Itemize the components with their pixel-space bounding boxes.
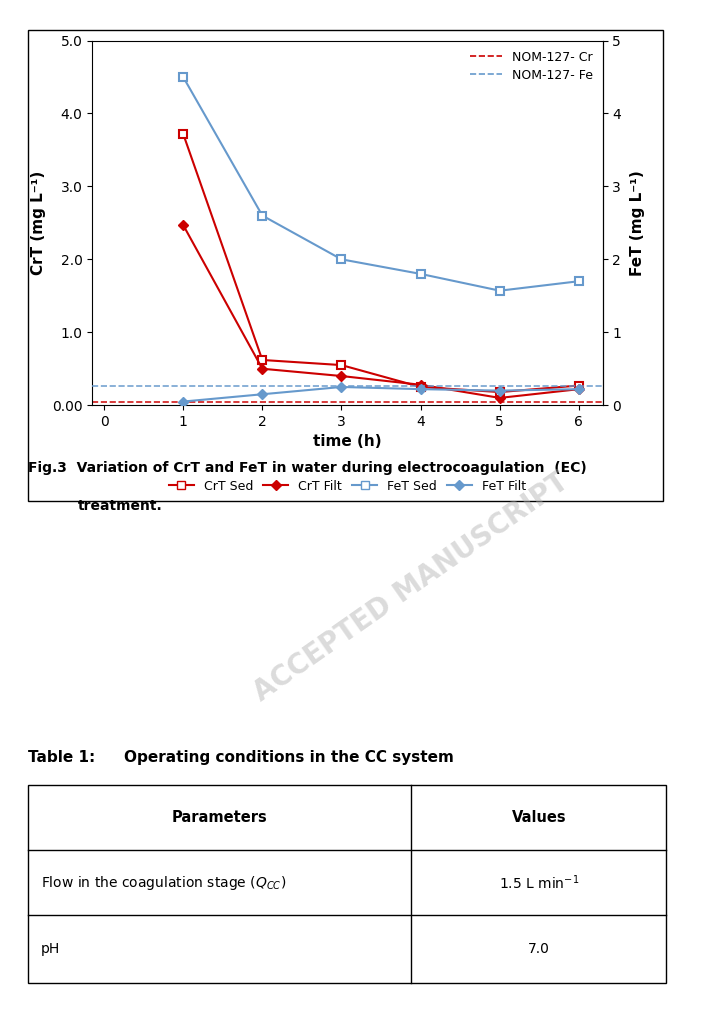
Text: Values: Values: [511, 810, 566, 826]
Y-axis label: FeT (mg L⁻¹): FeT (mg L⁻¹): [630, 170, 644, 276]
Text: Operating conditions in the CC system: Operating conditions in the CC system: [124, 750, 454, 765]
Legend: CrT Sed, CrT Filt, FeT Sed, FeT Filt: CrT Sed, CrT Filt, FeT Sed, FeT Filt: [167, 477, 528, 495]
Y-axis label: CrT (mg L⁻¹): CrT (mg L⁻¹): [31, 171, 46, 275]
Text: 7.0: 7.0: [528, 942, 549, 956]
Text: Parameters: Parameters: [172, 810, 268, 826]
Text: Table 1:: Table 1:: [28, 750, 96, 765]
Text: 1.5 L min$^{-1}$: 1.5 L min$^{-1}$: [498, 873, 579, 892]
Text: Flow in the coagulation stage ($Q_{CC}$): Flow in the coagulation stage ($Q_{CC}$): [41, 874, 286, 891]
X-axis label: time (h): time (h): [313, 435, 381, 450]
Text: pH: pH: [41, 942, 60, 956]
Text: Fig.3  Variation of CrT and FeT in water during electrocoagulation  (EC): Fig.3 Variation of CrT and FeT in water …: [28, 461, 587, 475]
Text: treatment.: treatment.: [78, 499, 163, 514]
Text: ACCEPTED MANUSCRIPT: ACCEPTED MANUSCRIPT: [249, 468, 574, 707]
